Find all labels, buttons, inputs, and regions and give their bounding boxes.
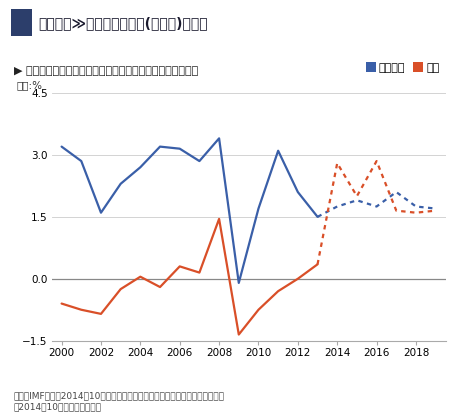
Text: 単位:%: 単位:% (16, 81, 42, 90)
Text: 出典：IMFによる2014年10月時点の推計を流用した「世界経済のネタ帳」より
〔2014年10月以降は、推測〕: 出典：IMFによる2014年10月時点の推計を流用した「世界経済のネタ帳」より … (14, 392, 225, 411)
Text: ▶ インフレ率とは、消費者物価指数の対前年上昇率のこと。: ▶ インフレ率とは、消費者物価指数の対前年上昇率のこと。 (14, 66, 198, 76)
Text: 経済面　≫日米インフレ率(年平均)の比較: 経済面 ≫日米インフレ率(年平均)の比較 (38, 16, 208, 30)
FancyBboxPatch shape (11, 9, 32, 36)
Legend: アメリカ, 日本: アメリカ, 日本 (362, 59, 444, 78)
